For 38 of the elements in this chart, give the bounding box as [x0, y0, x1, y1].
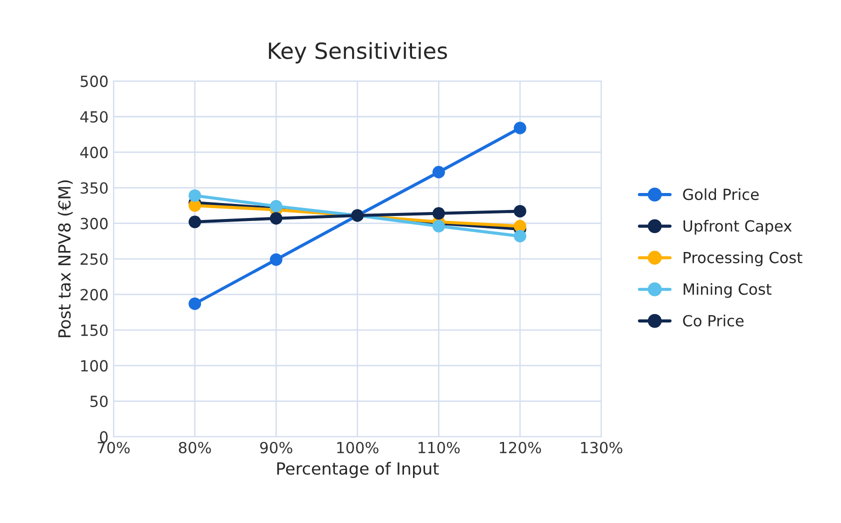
y-tick-label: 150 — [81, 324, 108, 336]
point — [514, 122, 526, 134]
point — [188, 189, 202, 202]
point — [188, 216, 202, 228]
legend-label: Co Price — [683, 314, 744, 326]
y-tick-label: 400 — [80, 146, 108, 158]
y-tick-label: 100 — [81, 360, 108, 372]
x-tick-label: 130% — [581, 442, 622, 454]
y-tick-label: 250 — [80, 253, 108, 265]
x-tick-label: 70% — [98, 442, 130, 454]
y-tick-label: 50 — [90, 396, 108, 408]
y-axis-title: Post tax NPV8 (€M) — [58, 180, 73, 338]
legend-label: Gold Price — [683, 188, 759, 200]
point — [270, 253, 282, 266]
x-tick-label: 100% — [337, 442, 378, 454]
y-tick-label: 350 — [80, 182, 108, 194]
chart-title: Key Sensitivities — [268, 42, 447, 64]
point — [514, 230, 526, 242]
legend-label: Upfront Capex — [684, 220, 792, 235]
legend-label: Mining Cost — [684, 283, 772, 298]
point — [514, 204, 526, 218]
x-axis-title: Percentage of Input — [277, 462, 439, 478]
point — [270, 212, 282, 225]
x-tick-label: 90% — [260, 442, 292, 454]
point — [270, 200, 282, 212]
x-tick-label: 80% — [178, 442, 211, 454]
x-tick-label: 120% — [500, 442, 542, 454]
point — [432, 220, 445, 232]
x-tick-label: 110% — [418, 442, 460, 454]
point — [432, 207, 445, 220]
point — [432, 166, 445, 178]
y-tick-label: 300 — [80, 218, 108, 230]
y-tick-label: 450 — [80, 111, 108, 123]
y-tick-label: 500 — [80, 76, 108, 88]
point — [188, 297, 202, 310]
y-tick-label: 0 — [100, 431, 108, 443]
y-tick-label: 200 — [80, 288, 108, 300]
legend-label: Processing Cost — [684, 251, 802, 266]
